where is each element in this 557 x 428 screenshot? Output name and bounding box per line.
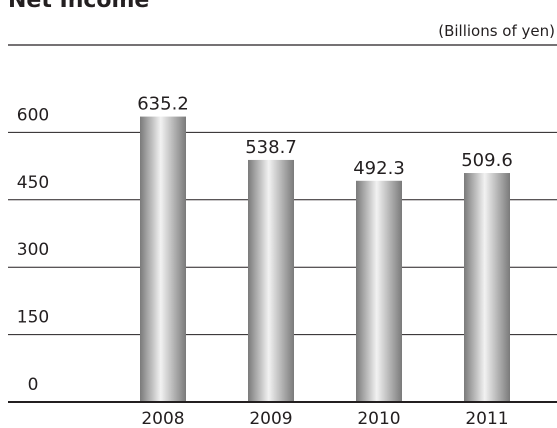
x-axis-labels: 2008 2009 2010 2011 [141,409,508,428]
x-tick-label: 2008 [141,409,184,428]
data-label: 538.7 [245,137,297,158]
unit-label: (Billions of yen) [438,22,555,40]
y-tick-label: 150 [17,308,49,328]
data-labels: 635.2 538.7 492.3 509.6 [137,94,513,179]
x-tick-label: 2009 [249,409,292,428]
x-tick-label: 2011 [465,409,508,428]
bar-2009 [248,159,294,402]
y-tick-label: 0 [28,375,39,395]
bar-2008 [140,116,186,402]
bar-2010 [356,180,402,402]
y-axis-tick-labels: 0 150 300 450 600 [17,105,49,395]
chart-title: Net Income [8,0,149,13]
y-tick-label: 300 [17,240,49,260]
data-label: 509.6 [461,150,513,171]
bar-2011 [464,173,510,402]
bars [140,116,510,402]
data-label: 492.3 [353,158,405,179]
y-tick-label: 600 [17,105,49,125]
data-label: 635.2 [137,94,189,115]
x-tick-label: 2010 [357,409,400,428]
y-tick-label: 450 [17,173,49,193]
